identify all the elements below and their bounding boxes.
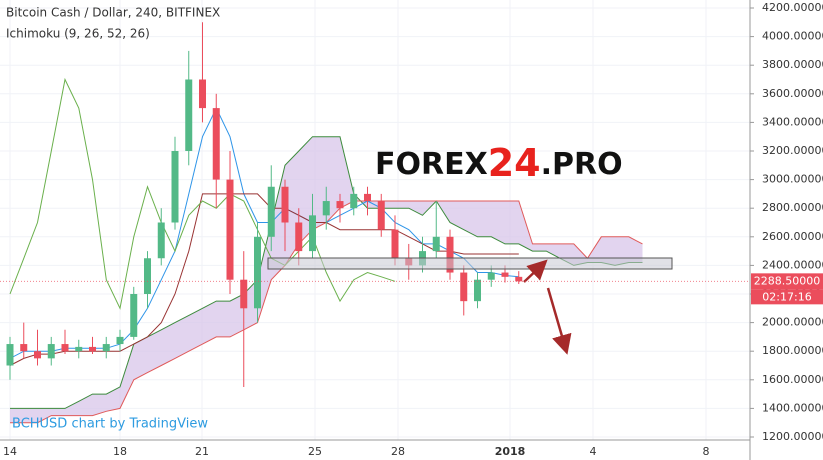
candle-body xyxy=(336,201,344,209)
span-b xyxy=(10,200,643,424)
y-tick-label: 1200.00000 xyxy=(762,430,823,443)
watermark-part: .PRO xyxy=(541,147,623,182)
candle-body xyxy=(199,79,206,109)
x-tick-label: 25 xyxy=(308,445,322,458)
candle-body xyxy=(130,294,138,337)
watermark-part: 24 xyxy=(488,141,541,185)
candle-body xyxy=(432,236,440,252)
candle-body xyxy=(474,279,481,302)
y-tick-label: 3600.00000 xyxy=(762,87,823,100)
candle-body xyxy=(144,258,151,294)
candle-body xyxy=(254,236,261,309)
candle-body xyxy=(47,344,55,359)
candle-body xyxy=(322,201,330,216)
candle-body xyxy=(157,222,165,259)
support-zone xyxy=(267,257,673,270)
arrow-down xyxy=(546,287,572,355)
y-tick-label: 2000.00000 xyxy=(762,316,823,329)
x-tick-label: 4 xyxy=(590,445,597,458)
candle-body xyxy=(116,336,124,345)
y-tick-label: 2600.00000 xyxy=(762,230,823,243)
candle-body xyxy=(350,193,358,209)
candle-body xyxy=(377,201,385,230)
y-tick-label: 4000.00000 xyxy=(762,30,823,43)
ichimoku-cloud xyxy=(10,136,643,423)
candle-body xyxy=(89,346,96,352)
candle-body xyxy=(185,79,193,151)
y-tick-label: 3000.00000 xyxy=(762,173,823,186)
y-tick-label: 3200.00000 xyxy=(762,144,823,157)
candle-body xyxy=(515,276,523,282)
candle-body xyxy=(34,351,41,359)
y-tick-label: 1800.00000 xyxy=(762,344,823,357)
candle-body xyxy=(487,272,495,280)
candle-body xyxy=(171,151,179,223)
countdown-box xyxy=(751,289,823,305)
watermark: FOREX24.PRO xyxy=(375,141,623,185)
candle-body xyxy=(20,344,28,352)
chart-title: Bitcoin Cash / Dollar, 240, BITFINEX xyxy=(6,6,220,20)
ichimoku-line xyxy=(9,77,396,310)
candle-body xyxy=(309,215,316,252)
x-tick-label: 2018 xyxy=(495,445,526,458)
y-tick-label: 4200.00000 xyxy=(762,1,823,14)
candle-body xyxy=(460,272,468,302)
candle-body xyxy=(75,346,83,352)
indicator-label: Ichimoku (9, 26, 52, 26) xyxy=(6,27,150,41)
candle-body xyxy=(267,186,275,237)
arrow-up xyxy=(523,259,548,283)
candle-body xyxy=(6,344,14,366)
watermark-part: FOREX xyxy=(375,147,488,182)
candle-body xyxy=(364,193,371,202)
span-a xyxy=(10,136,643,409)
x-tick-label: 18 xyxy=(113,445,127,458)
y-tick-label: 1600.00000 xyxy=(762,373,823,386)
y-tick-label: 1400.00000 xyxy=(762,401,823,414)
candle-body xyxy=(240,279,248,309)
candle-body xyxy=(102,344,110,352)
x-tick-label: 8 xyxy=(703,445,710,458)
candle-body xyxy=(446,236,454,273)
candle-body xyxy=(61,344,69,352)
candle-body xyxy=(212,108,220,180)
countdown: 02:17:16 xyxy=(762,290,811,303)
y-tick-label: 2800.00000 xyxy=(762,201,823,214)
candle-body xyxy=(501,272,509,277)
x-tick-label: 14 xyxy=(3,445,17,458)
candle-body xyxy=(295,222,303,252)
candle-body xyxy=(226,179,234,280)
last-price-label: 2288.50000 xyxy=(754,274,820,287)
y-tick-label: 2400.00000 xyxy=(762,258,823,271)
candle-body xyxy=(281,186,289,223)
credit: BCHUSD chart by TradingView xyxy=(12,417,208,432)
candle-body xyxy=(391,229,399,259)
last-price-box xyxy=(751,273,823,290)
x-tick-label: 21 xyxy=(195,445,209,458)
y-tick-label: 3400.00000 xyxy=(762,115,823,128)
y-tick-label: 3800.00000 xyxy=(762,58,823,71)
x-tick-label: 28 xyxy=(391,445,405,458)
